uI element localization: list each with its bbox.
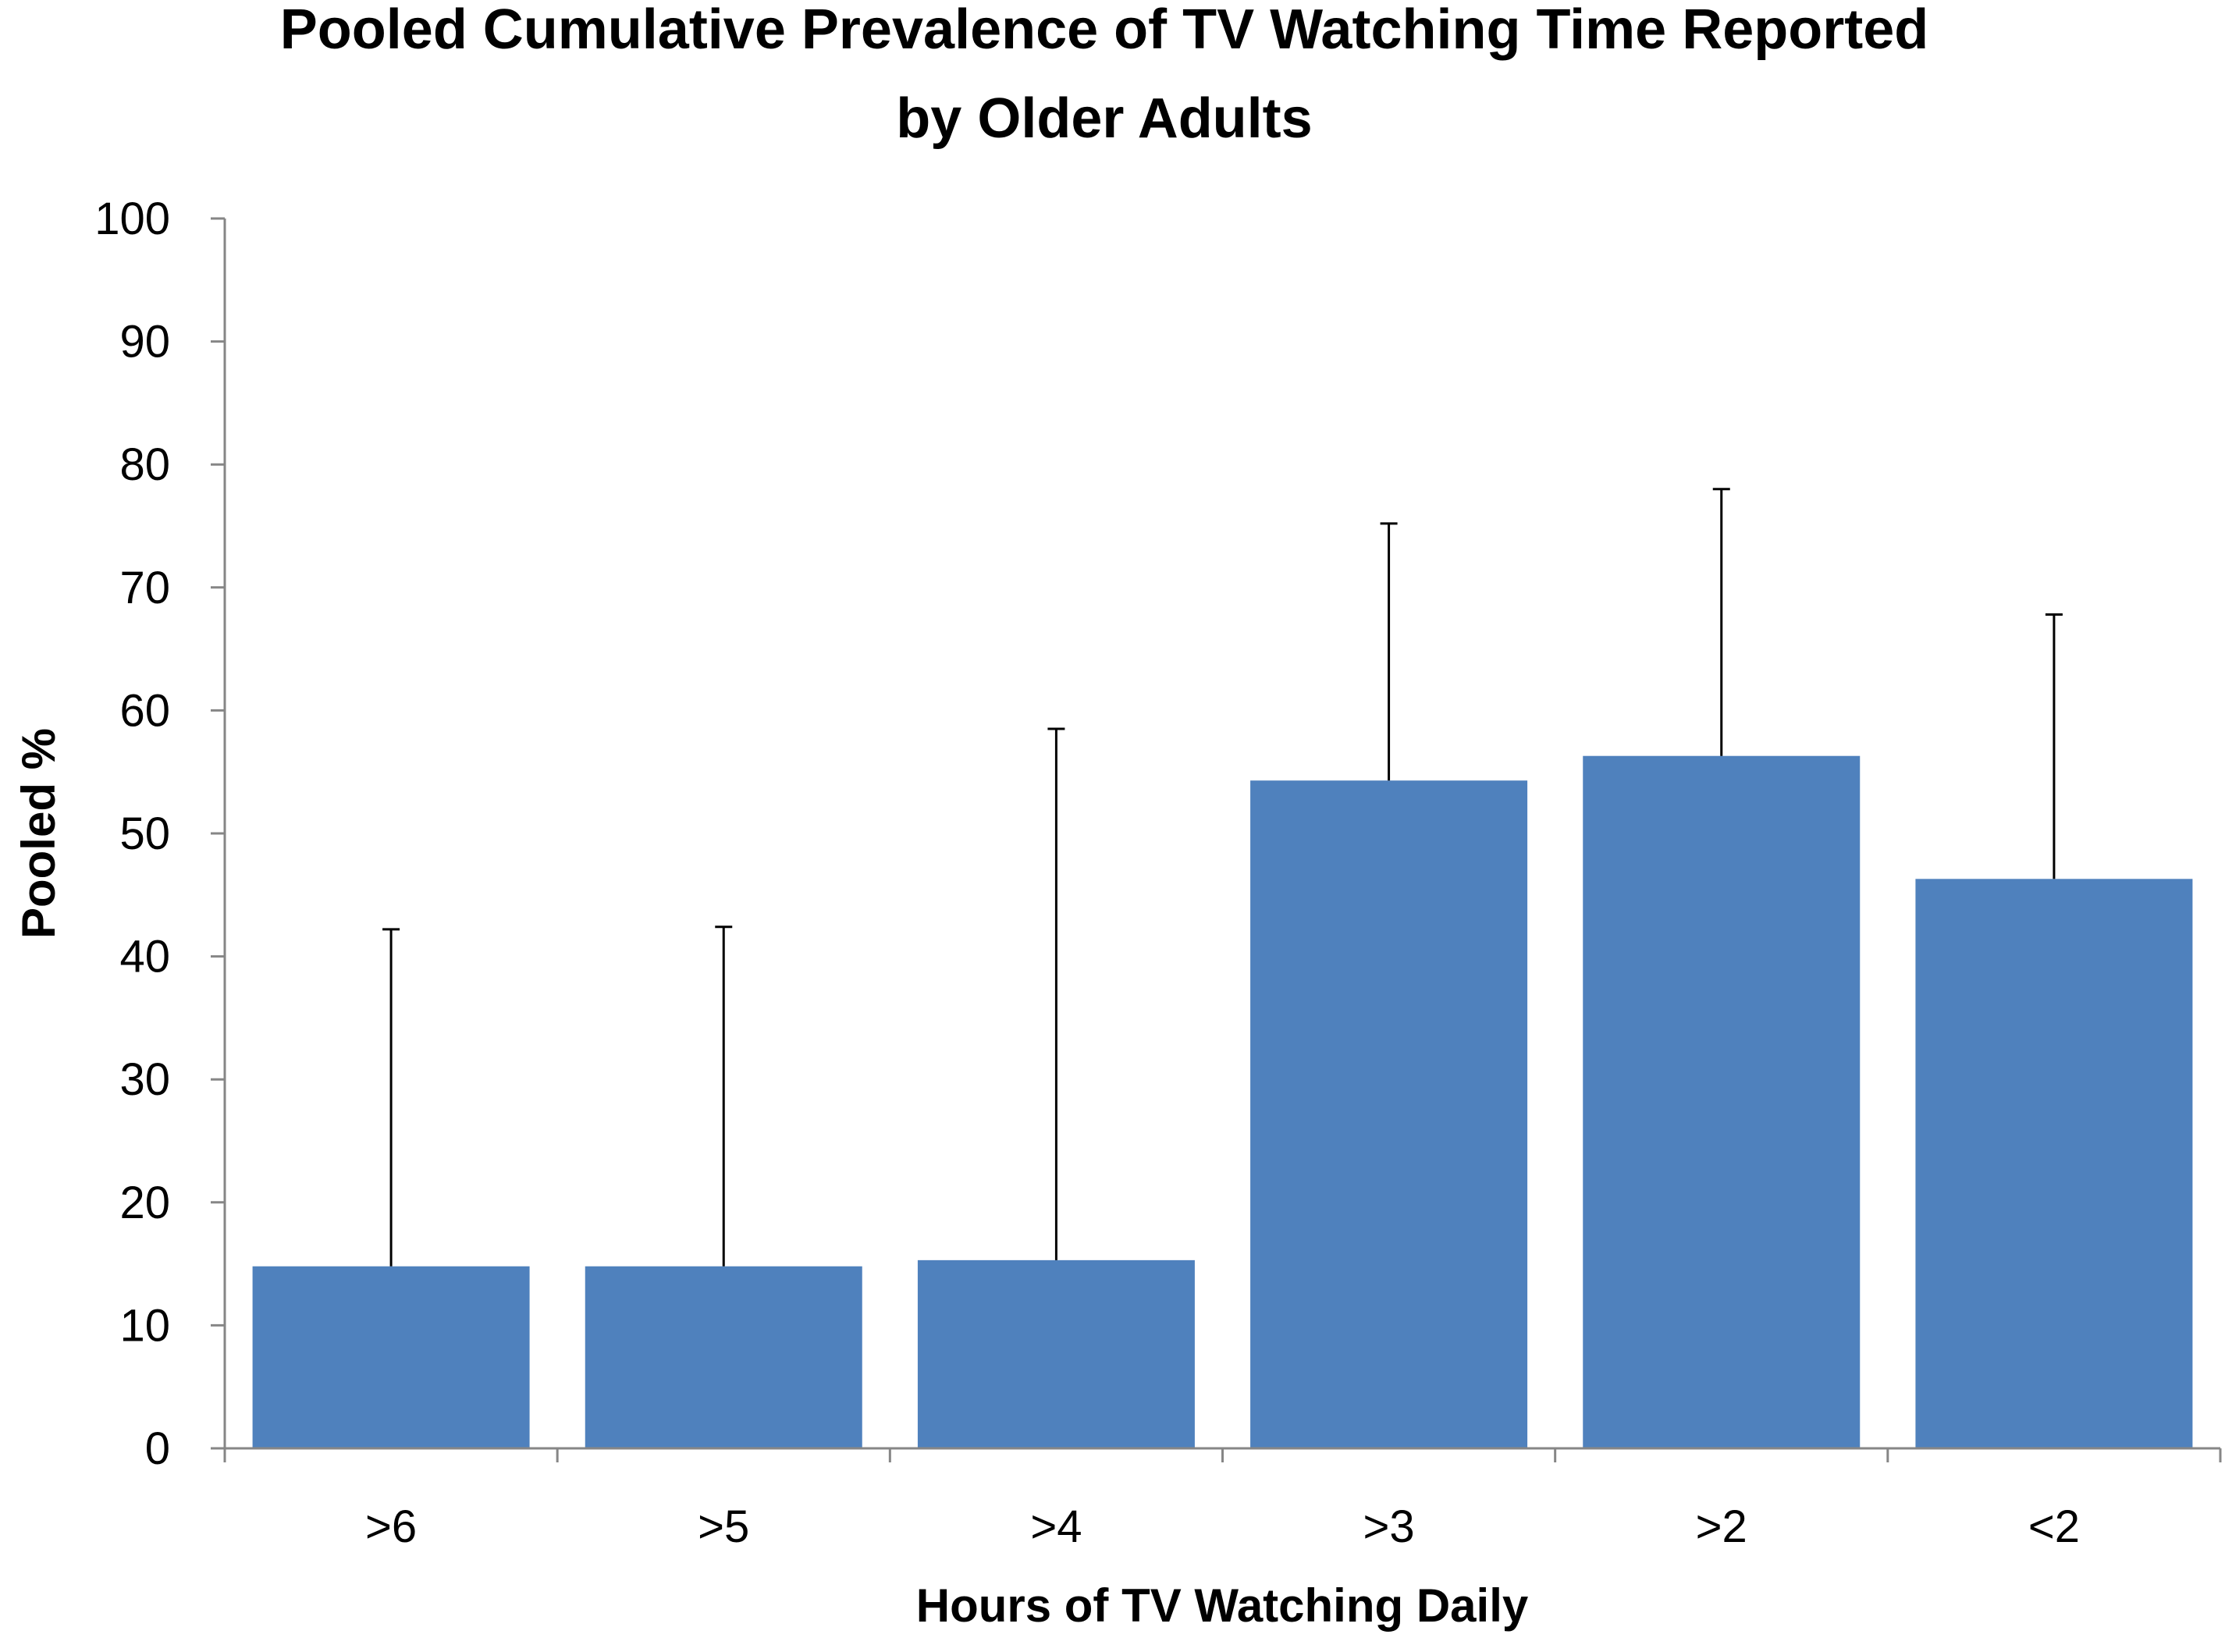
bar — [917, 1259, 1195, 1448]
x-tick-label: >5 — [698, 1501, 749, 1552]
x-tick-label: <2 — [2028, 1501, 2080, 1552]
y-tick-label: 80 — [119, 439, 170, 490]
error-bar-group — [382, 488, 2063, 1267]
bar — [585, 1266, 862, 1448]
y-tick-label: 50 — [119, 808, 170, 859]
y-tick-label: 100 — [94, 194, 170, 244]
x-tick-label: >2 — [1696, 1501, 1747, 1552]
x-tick-label: >6 — [365, 1501, 417, 1552]
bar-group — [252, 755, 2193, 1448]
y-tick-label: 70 — [119, 563, 170, 613]
x-axis-title: Hours of TV Watching Daily — [916, 1579, 1529, 1632]
chart-title: Pooled Cumulative Prevalence of TV Watch… — [280, 0, 1928, 150]
bar — [1915, 879, 2193, 1448]
plot-area: 0 10 20 30 40 50 60 70 80 90 100 >6 >5 >4 >3 >2 <2 — [94, 194, 2222, 1552]
y-tick-label: 60 — [119, 685, 170, 736]
chart-title-line-1: Pooled Cumulative Prevalence of TV Watch… — [280, 0, 1928, 61]
y-axis-title: Pooled % — [12, 728, 65, 939]
y-tick-label: 30 — [119, 1054, 170, 1105]
y-tick-label: 0 — [145, 1423, 170, 1474]
y-tick-label: 20 — [119, 1178, 170, 1228]
y-axis-ticks: 0 10 20 30 40 50 60 70 80 90 100 — [94, 194, 225, 1474]
x-tick-label: >3 — [1363, 1501, 1415, 1552]
chart-title-line-2: by Older Adults — [896, 87, 1312, 150]
x-axis-ticks: >6 >5 >4 >3 >2 <2 — [223, 1448, 2222, 1552]
bar — [1583, 755, 1861, 1448]
y-tick-label: 10 — [119, 1300, 170, 1351]
bar — [1250, 780, 1528, 1448]
x-tick-label: >4 — [1030, 1501, 1082, 1552]
y-tick-label: 90 — [119, 317, 170, 368]
y-tick-label: 40 — [119, 932, 170, 982]
bar — [252, 1266, 530, 1448]
